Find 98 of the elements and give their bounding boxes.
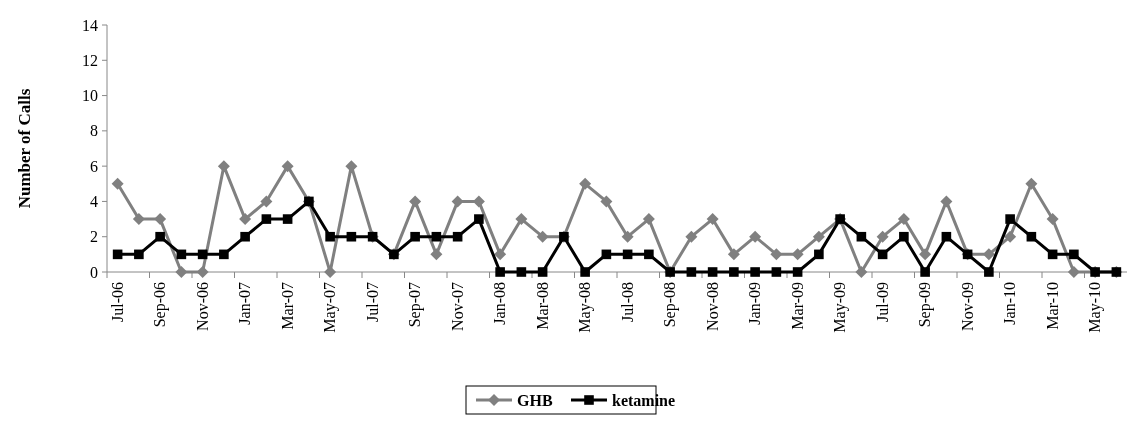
point: [410, 231, 420, 242]
point: [281, 160, 294, 173]
point: [770, 248, 783, 261]
point: [642, 213, 655, 226]
point: [792, 267, 803, 277]
point: [240, 231, 250, 242]
x-tick-label: Nov-06: [193, 282, 211, 331]
point: [984, 267, 994, 277]
point: [749, 230, 762, 243]
y-tick-label: 12: [82, 51, 98, 69]
point: [814, 249, 824, 260]
point: [579, 177, 592, 190]
point: [899, 231, 909, 242]
y-tick-label: 0: [90, 263, 98, 281]
point: [1026, 231, 1037, 242]
y-tick-label: 10: [82, 87, 98, 105]
point: [685, 230, 698, 243]
x-tick-label: Jul-09: [873, 282, 891, 322]
y-tick-label: 4: [90, 193, 98, 211]
point: [282, 214, 293, 224]
point: [325, 231, 335, 242]
point: [1025, 177, 1038, 190]
x-tick-label: Mar-08: [533, 282, 551, 330]
point: [856, 231, 867, 242]
x-tick-label: Jul-07: [363, 282, 381, 322]
x-tick-label: Nov-09: [958, 282, 976, 331]
point: [430, 248, 443, 261]
point: [855, 266, 868, 278]
x-tick-label: May-10: [1086, 282, 1105, 333]
point: [219, 249, 229, 260]
x-tick-label: Jan-09: [746, 282, 764, 325]
point: [897, 213, 910, 226]
point: [494, 248, 507, 261]
y-tick-label: 8: [90, 122, 98, 140]
point: [495, 267, 505, 277]
point: [621, 230, 634, 243]
point: [261, 214, 272, 224]
point: [239, 213, 252, 226]
point: [346, 231, 357, 242]
point: [516, 267, 527, 277]
point: [1005, 214, 1015, 224]
point: [750, 267, 760, 277]
x-tick-label: May-09: [831, 282, 850, 333]
point: [452, 231, 463, 242]
point: [431, 231, 442, 242]
x-tick-label: Sep-06: [151, 282, 170, 328]
point: [876, 230, 889, 243]
point: [154, 213, 167, 226]
x-tick-label: Nov-07: [448, 282, 466, 331]
point: [686, 267, 697, 277]
point: [727, 248, 740, 261]
x-tick-label: Mar-07: [278, 282, 296, 330]
point: [260, 195, 273, 208]
y-tick-label: 6: [90, 157, 98, 175]
x-tick-label: Sep-07: [406, 282, 425, 328]
x-tick-label: May-08: [576, 282, 595, 333]
point: [729, 267, 739, 277]
y-tick-label: 2: [90, 228, 98, 246]
point: [920, 267, 930, 277]
point: [1004, 230, 1017, 243]
x-tick-label: Nov-08: [703, 282, 721, 331]
x-tick-label: May-07: [321, 282, 340, 333]
y-axis-title: Number of Calls: [15, 88, 34, 209]
point: [919, 248, 932, 261]
point: [791, 248, 804, 261]
x-tick-label: Jan-08: [491, 282, 509, 325]
point: [812, 230, 825, 243]
point: [515, 213, 528, 226]
x-tick-label: Jan-10: [1001, 282, 1019, 325]
x-tick-label: Jan-07: [236, 282, 254, 325]
legend-label: ketamine: [612, 391, 676, 409]
point: [941, 231, 952, 242]
point: [409, 195, 422, 208]
point: [644, 249, 654, 260]
point: [940, 195, 953, 208]
point: [155, 231, 165, 242]
point: [771, 267, 782, 277]
point: [600, 195, 613, 208]
x-tick-label: Jul-06: [108, 282, 126, 322]
x-tick-label: Jul-08: [618, 282, 636, 322]
point: [706, 213, 719, 226]
x-tick-label: Mar-09: [788, 282, 806, 330]
point: [111, 177, 124, 190]
point: [537, 267, 548, 277]
point: [132, 213, 145, 226]
x-tick-label: Sep-08: [661, 282, 680, 328]
point: [707, 267, 718, 277]
point: [536, 230, 549, 243]
point: [474, 214, 484, 224]
y-tick-label: 14: [82, 16, 98, 34]
point: [134, 249, 144, 260]
point: [1046, 213, 1059, 226]
point: [1069, 249, 1079, 260]
point: [1067, 266, 1080, 278]
legend-label: GHB: [517, 391, 553, 409]
x-tick-label: Mar-10: [1043, 282, 1061, 330]
point: [580, 267, 590, 277]
x-tick-label: Sep-09: [916, 282, 935, 328]
